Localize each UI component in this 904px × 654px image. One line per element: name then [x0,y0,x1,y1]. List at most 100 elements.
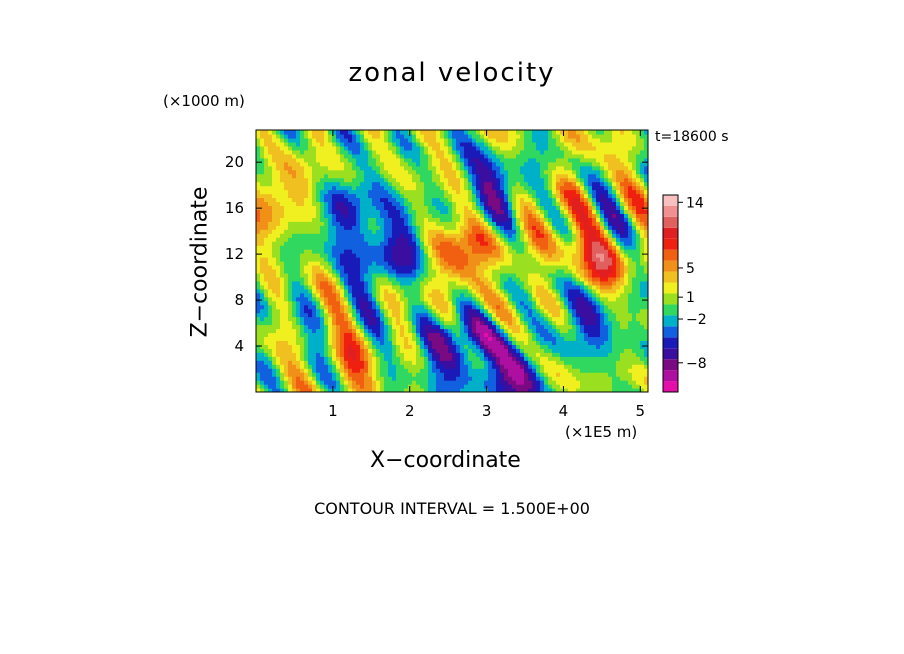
heatmap-cell [472,284,477,290]
heatmap-cell [432,189,437,195]
heatmap-cell [440,364,445,369]
heatmap-cell [368,169,373,175]
heatmap-cell [292,181,297,187]
heatmap-cell [492,352,497,357]
heatmap-cell [464,356,469,361]
x-axis-label: X−coordinate [370,448,521,473]
heatmap-cell [496,292,501,298]
heatmap-cell [436,292,441,298]
heatmap-cell [432,229,437,234]
heatmap-cell [332,225,337,230]
heatmap-cell [368,376,373,381]
heatmap-cell [464,320,469,326]
heatmap-cell [260,340,265,345]
heatmap-cell [332,145,337,151]
heatmap-cell [348,130,353,135]
heatmap-cell [268,189,273,195]
heatmap-cell [348,364,353,369]
heatmap-cell [300,233,305,238]
heatmap-cell [344,364,349,369]
heatmap-cell [360,380,365,385]
heatmap-cell [356,241,361,246]
heatmap-cell [348,384,353,389]
heatmap-cell [492,245,497,250]
heatmap-cell [444,165,449,171]
heatmap-cell [324,221,329,226]
heatmap-cell [260,197,265,203]
heatmap-cell [424,356,429,361]
heatmap-cell [452,257,457,262]
heatmap-cell [456,133,461,139]
heatmap-cell [384,268,389,274]
heatmap-cell [384,130,389,135]
heatmap-cell [288,320,293,326]
heatmap-cell [364,332,369,338]
heatmap-cell [536,225,541,230]
heatmap-cell [392,153,397,159]
heatmap-cell [268,213,273,218]
heatmap-cell [328,272,333,278]
heatmap-cell [528,145,533,151]
heatmap-cell [492,201,497,207]
heatmap-cell [464,241,469,246]
heatmap-cell [452,253,457,258]
heatmap-cell [544,133,549,139]
heatmap-cell [336,257,341,262]
heatmap-cell [324,141,329,147]
heatmap-cell [440,348,445,353]
heatmap-cell [316,308,321,314]
heatmap-cell [480,264,485,270]
heatmap-cell [460,209,465,214]
heatmap-cell [288,153,293,159]
heatmap-cell [412,336,417,341]
heatmap-cell [304,348,309,353]
heatmap-cell [360,257,365,262]
heatmap-cell [284,161,289,167]
heatmap-cell [288,137,293,143]
heatmap-cell [416,380,421,385]
heatmap-cell [264,324,269,330]
heatmap-cell [544,181,549,187]
heatmap-cell [312,284,317,290]
heatmap-cell [300,253,305,258]
heatmap-cell [344,249,349,254]
heatmap-cell [440,336,445,341]
heatmap-cell [516,137,521,143]
heatmap-cell [420,276,425,282]
heatmap-cell [432,197,437,203]
heatmap-cell [392,296,397,302]
heatmap-cell [276,130,281,135]
heatmap-cell [328,348,333,353]
heatmap-cell [432,276,437,282]
heatmap-cell [272,253,277,258]
heatmap-cell [368,372,373,377]
heatmap-cell [480,145,485,151]
heatmap-cell [316,296,321,302]
heatmap-cell [288,384,293,389]
heatmap-cell [272,348,277,353]
heatmap-cell [452,332,457,338]
heatmap-cell [276,249,281,254]
heatmap-cell [372,384,377,389]
heatmap-cell [344,368,349,373]
heatmap-cell [432,388,437,392]
heatmap-cell [268,320,273,326]
heatmap-cell [268,177,273,183]
heatmap-cell [488,205,493,210]
heatmap-cell [368,312,373,318]
heatmap-cell [500,300,505,306]
heatmap-cell [268,130,273,135]
heatmap-cell [520,296,525,302]
heatmap-cell [532,153,537,159]
heatmap-cell [320,304,325,310]
heatmap-cell [532,173,537,179]
heatmap-cell [256,304,261,310]
heatmap-cell [416,181,421,187]
heatmap-cell [500,312,505,318]
heatmap-cell [380,197,385,203]
heatmap-cell [456,352,461,357]
heatmap-cell [388,344,393,349]
heatmap-cell [332,344,337,349]
heatmap-cell [344,253,349,258]
heatmap-cell [448,161,453,167]
